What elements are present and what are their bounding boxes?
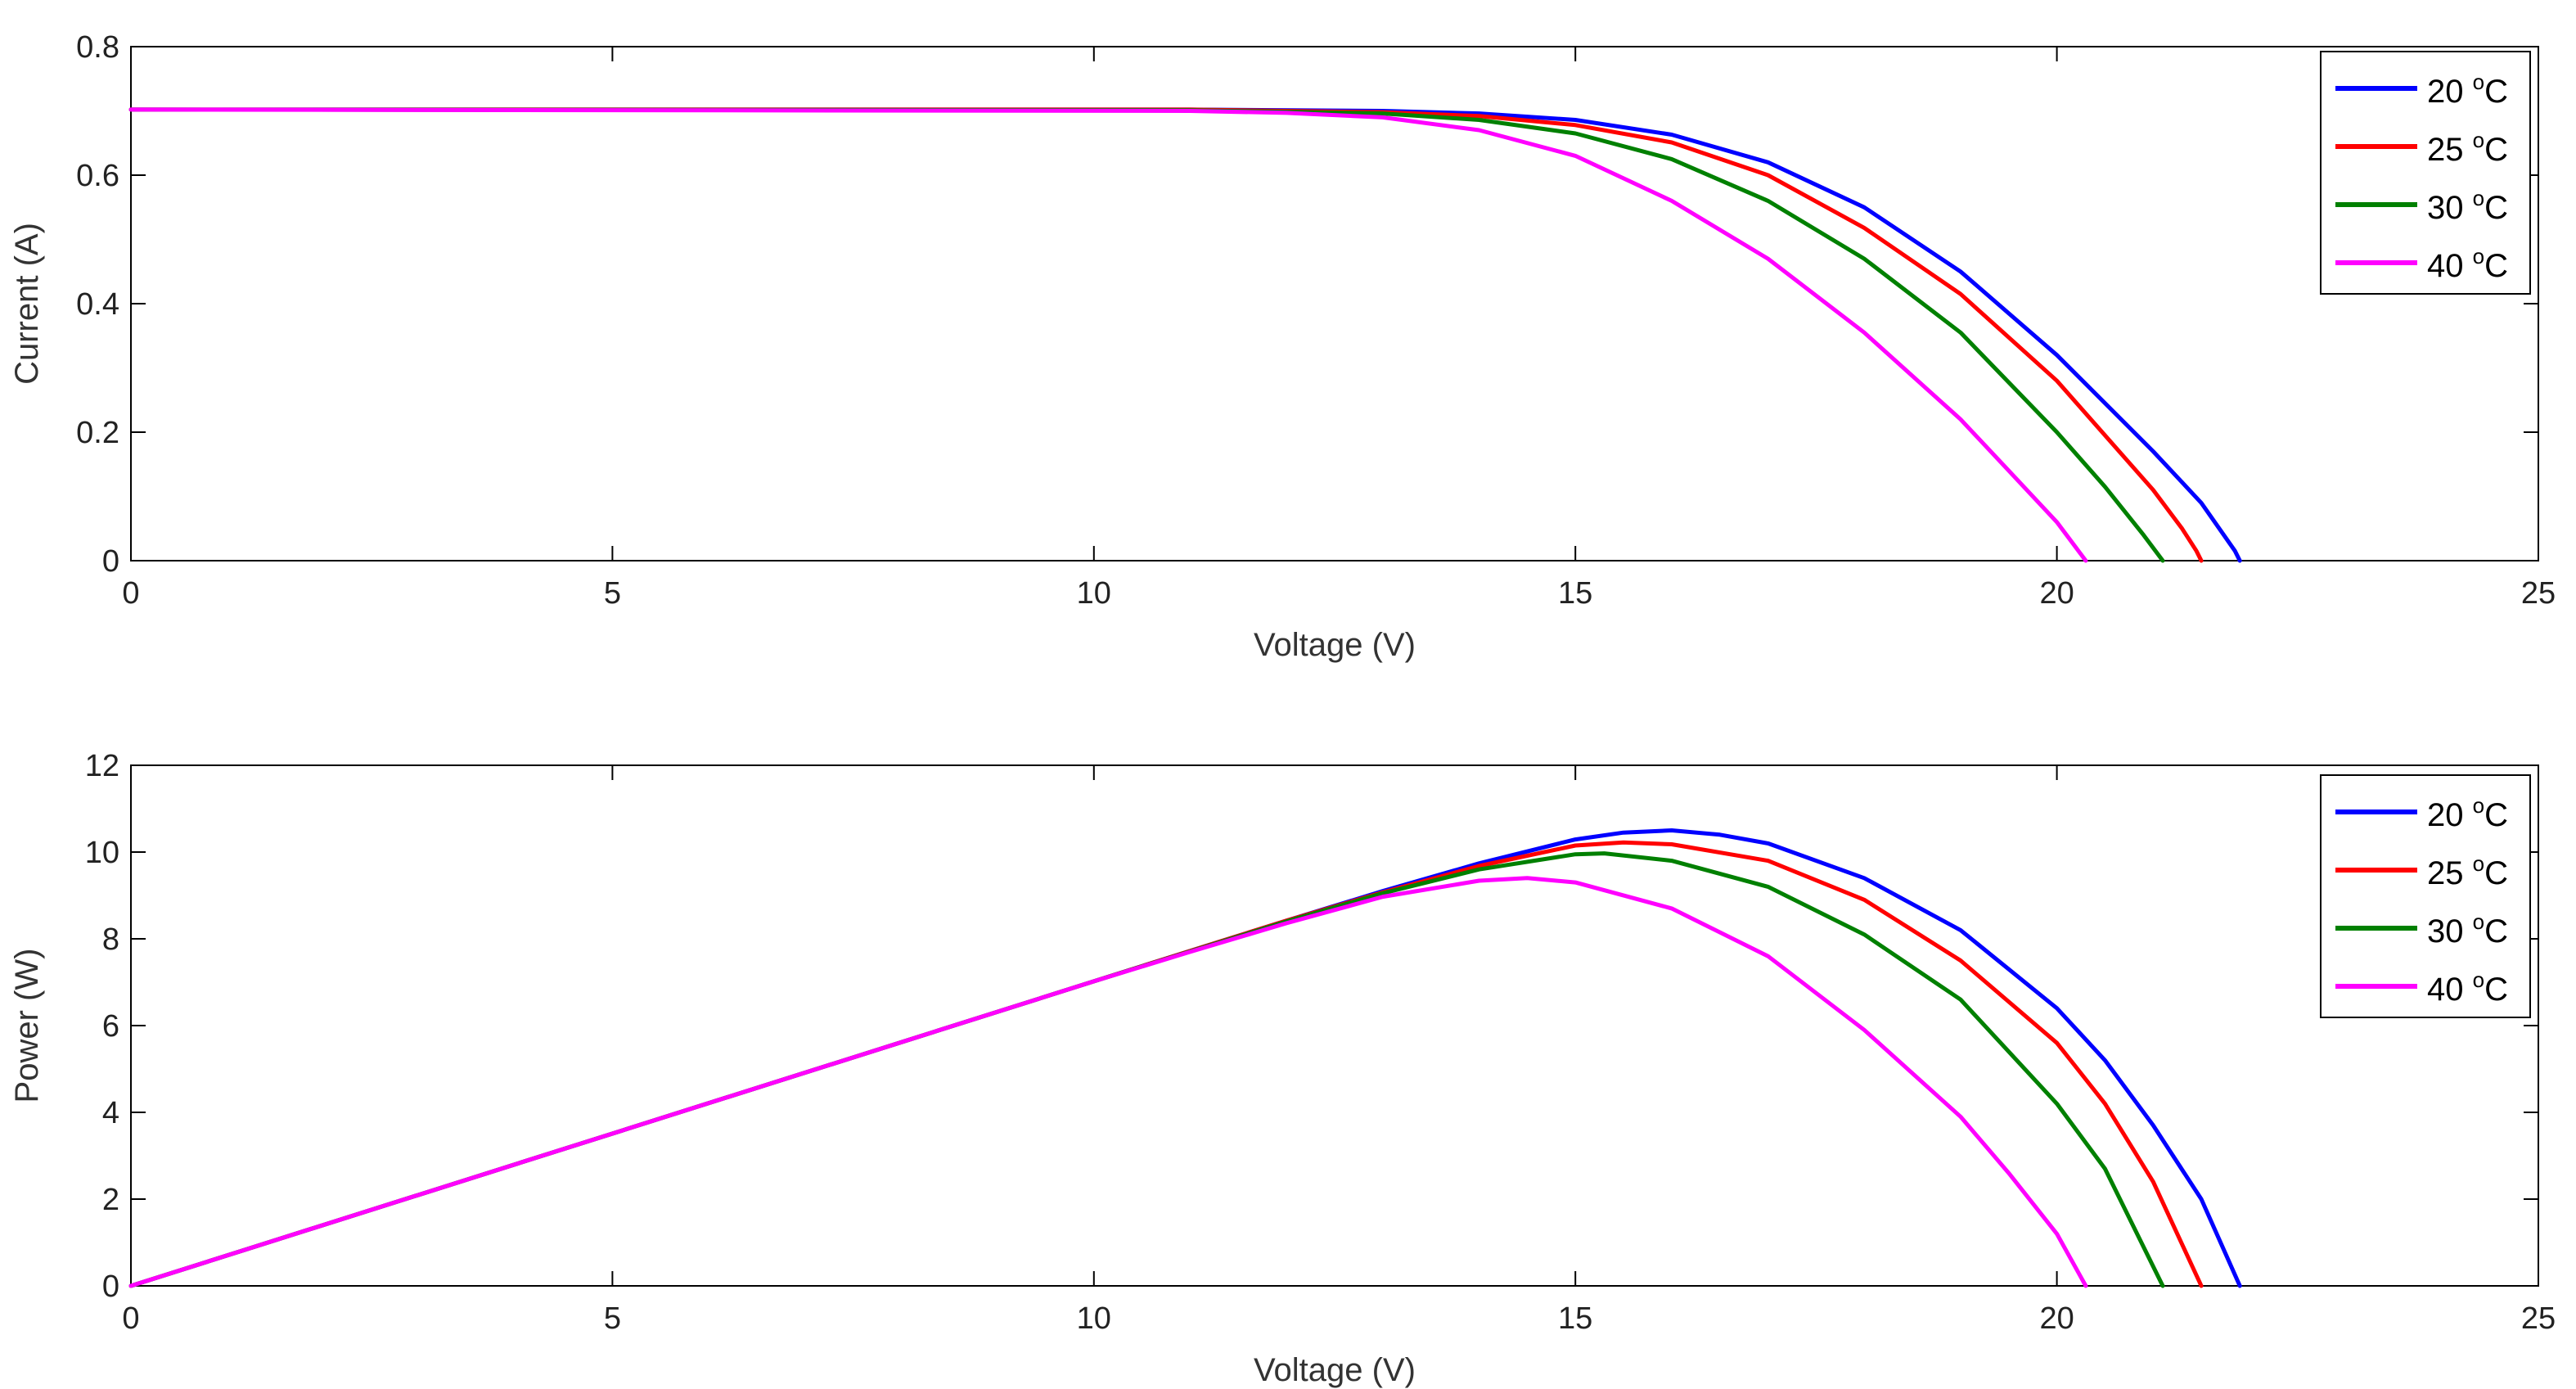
y-tick-label: 0.6	[76, 159, 119, 193]
y-tick-label: 6	[102, 1009, 119, 1044]
y-tick-label: 0.2	[76, 416, 119, 450]
y-axis-label: Power (W)	[9, 949, 45, 1103]
x-tick-label: 25	[2521, 1301, 2556, 1336]
plot-area	[130, 46, 2539, 561]
legend-entry-25c: 25 oC	[2427, 851, 2508, 891]
x-tick-label: 25	[2521, 576, 2556, 611]
x-tick-label: 15	[1558, 1301, 1592, 1336]
y-tick-label: 10	[85, 836, 119, 870]
y-tick-label: 2	[102, 1183, 119, 1217]
current-voltage-plot: 0 5 10 15 20 25 0 0.2 0.4 0.6 0.8 Voltage (V) Curren…	[9, 30, 2556, 663]
y-tick-label: 8	[102, 922, 119, 957]
legend-entry-30c: 30 oC	[2427, 186, 2508, 226]
x-tick-label: 10	[1077, 1301, 1111, 1336]
x-tick-label: 0	[122, 1301, 139, 1336]
y-tick-label: 0	[102, 544, 119, 579]
x-axis-label: Voltage (V)	[1254, 627, 1416, 663]
y-tick-label: 0.4	[76, 287, 119, 322]
series-line-30c	[128, 107, 2165, 563]
x-axis-label: Voltage (V)	[1254, 1352, 1416, 1388]
x-tick-label: 5	[604, 576, 621, 611]
legend-entry-40c: 40 oC	[2427, 967, 2508, 1008]
legend-entry-20c: 20 oC	[2427, 70, 2508, 110]
legend-entry-25c: 25 oC	[2427, 128, 2508, 168]
x-tick-label: 20	[2039, 1301, 2074, 1336]
legend-entry-30c: 30 oC	[2427, 909, 2508, 949]
legend-entry-40c: 40 oC	[2427, 244, 2508, 284]
y-tick-label: 0.8	[76, 30, 119, 65]
y-tick-label: 12	[85, 749, 119, 783]
series-line-40c	[128, 107, 2088, 563]
legend-box	[2320, 774, 2531, 1018]
y-axis-label: Current (A)	[9, 223, 45, 385]
legend-box	[2320, 51, 2531, 295]
plot-area	[130, 764, 2539, 1287]
x-tick-label: 10	[1077, 576, 1111, 611]
y-tick-label: 0	[102, 1269, 119, 1304]
power-voltage-plot: 0 5 10 15 20 25 0 2 4 6 8 10 12 Voltage (V) Power (W) 2…	[9, 749, 2556, 1388]
x-tick-label: 15	[1558, 576, 1592, 611]
x-tick-label: 20	[2039, 576, 2074, 611]
y-tick-label: 4	[102, 1096, 119, 1130]
legend-entry-20c: 20 oC	[2427, 793, 2508, 833]
x-tick-label: 5	[604, 1301, 621, 1336]
series-line-40c	[128, 876, 2088, 1288]
x-tick-label: 0	[122, 576, 139, 611]
